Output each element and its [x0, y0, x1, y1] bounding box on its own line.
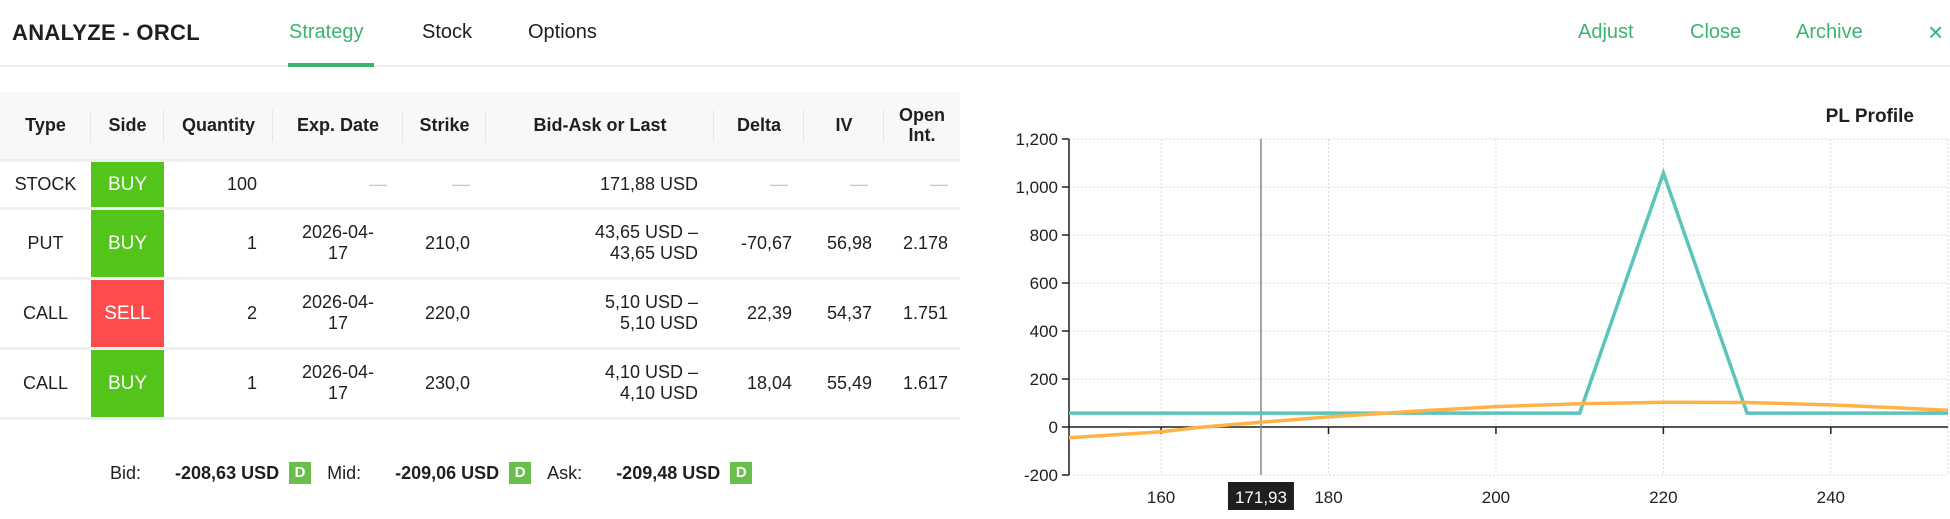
chart-title: PL Profile: [1825, 106, 1914, 127]
col-header-type[interactable]: Type: [0, 92, 91, 160]
cell-iv: 56,98: [826, 232, 872, 253]
cell-price: 171,88 USD: [599, 173, 698, 194]
cell-iv: 54,37: [826, 302, 872, 323]
mid-label: Mid:: [327, 462, 362, 483]
cell-quantity: 2: [246, 302, 257, 323]
cell-quantity: 1: [246, 372, 257, 393]
cell-delta: —: [770, 173, 788, 194]
col-header-iv[interactable]: IV: [804, 92, 884, 160]
col-header-open-int[interactable]: Open Int.: [898, 105, 945, 146]
col-header-exp-date[interactable]: Exp. Date: [273, 92, 403, 160]
page-title: ANALYZE - ORCL: [12, 20, 200, 45]
x-tick-label: 240: [1817, 488, 1845, 507]
cell-open-int: 1.617: [902, 372, 948, 393]
cell-exp-date: 2026-04- 17: [301, 362, 375, 403]
bid-debit-badge: D: [289, 462, 312, 484]
active-tab-indicator: [288, 63, 374, 67]
x-tick-label: 160: [1147, 488, 1175, 507]
ask-debit-badge: D: [730, 462, 753, 484]
col-header-strike[interactable]: Strike: [403, 92, 486, 160]
cell-strike: 210,0: [424, 232, 470, 253]
y-tick-label: 1,000: [1015, 178, 1058, 197]
y-tick-label: 200: [1030, 370, 1058, 389]
side-badge-buy[interactable]: BUY: [91, 348, 164, 418]
tab-options[interactable]: Options: [528, 21, 597, 43]
x-tick-label: 200: [1482, 488, 1510, 507]
cell-open-int: —: [930, 173, 948, 194]
tab-stock[interactable]: Stock: [422, 21, 473, 43]
table-header-row: Type Side Quantity Exp. Date Strike Bid-…: [0, 92, 960, 160]
ask-label: Ask:: [547, 462, 583, 483]
archive-button[interactable]: Archive: [1796, 21, 1863, 43]
col-header-delta[interactable]: Delta: [714, 92, 804, 160]
cell-type: CALL: [22, 372, 69, 393]
bid-value: -208,63 USD: [175, 462, 280, 483]
table-row[interactable]: STOCK BUY 100 — — 171,88 USD — — —: [0, 160, 960, 208]
cell-open-int: 1.751: [902, 302, 948, 323]
pl-today-line: [1068, 400, 1949, 440]
adjust-button[interactable]: Adjust: [1578, 21, 1634, 43]
col-header-quantity[interactable]: Quantity: [164, 92, 273, 160]
table-row[interactable]: CALL BUY 1 2026-04- 17 230,0 4,10 USD –4,…: [0, 348, 960, 418]
strategy-legs-table: Type Side Quantity Exp. Date Strike Bid-…: [0, 92, 960, 420]
col-header-side[interactable]: Side: [91, 92, 164, 160]
pl-profile-chart[interactable]: PL Profile -200 0 200 400 600 800 1,000 1,200 16…: [990, 92, 1950, 514]
cell-open-int: 2.178: [902, 232, 948, 253]
cell-delta: -70,67: [740, 232, 792, 253]
y-tick-label: 800: [1030, 226, 1058, 245]
y-tick-label: 0: [1049, 418, 1058, 437]
cell-quantity: 100: [226, 173, 257, 194]
current-price-label-bg: [1227, 482, 1294, 510]
pl-expiration-line: [1069, 167, 1948, 415]
cell-price: 5,10 USD –5,10 USD: [604, 292, 698, 333]
y-tick-label: 600: [1030, 274, 1058, 293]
cell-delta: 22,39: [746, 302, 792, 323]
header-bar: ANALYZE - ORCL Strategy Stock Options Ad…: [0, 0, 1950, 67]
bid-label: Bid:: [110, 462, 142, 483]
cell-strike: 220,0: [424, 302, 470, 323]
x-tick-label: 180: [1314, 488, 1342, 507]
x-tick-label: 220: [1649, 488, 1677, 507]
y-tick-label: 400: [1030, 322, 1058, 341]
cell-quantity: 1: [246, 232, 257, 253]
mid-value: -209,06 USD: [395, 462, 500, 483]
table-row[interactable]: CALL SELL 2 2026-04- 17 220,0 5,10 USD –5…: [0, 278, 960, 348]
table-row[interactable]: PUT BUY 1 2026-04- 17 210,0 43,65 USD –43…: [0, 208, 960, 278]
cell-strike: —: [452, 173, 470, 194]
mid-debit-badge: D: [509, 462, 532, 484]
cell-type: PUT: [27, 232, 64, 253]
cell-price: 43,65 USD –43,65 USD: [594, 222, 698, 263]
cell-exp-date: 2026-04- 17: [301, 292, 375, 333]
close-icon[interactable]: ×: [1928, 17, 1944, 47]
cell-type: CALL: [22, 302, 69, 323]
close-button[interactable]: Close: [1690, 21, 1742, 43]
side-badge-buy[interactable]: BUY: [91, 160, 164, 208]
price-summary: Bid: -208,63 USD D Mid: -209,06 USD D As…: [110, 462, 768, 484]
ask-value: -209,48 USD: [616, 462, 721, 483]
cell-iv: —: [850, 173, 868, 194]
cell-type: STOCK: [14, 173, 77, 194]
cell-iv: 55,49: [826, 372, 872, 393]
y-tick-label: 1,200: [1015, 130, 1058, 149]
y-tick-label: -200: [1024, 466, 1058, 485]
cell-price: 4,10 USD –4,10 USD: [604, 362, 698, 403]
cell-exp-date: —: [369, 173, 387, 194]
current-price-label: 171,93: [1235, 488, 1287, 507]
cell-delta: 18,04: [746, 372, 792, 393]
cell-exp-date: 2026-04- 17: [301, 222, 375, 263]
col-header-bid-ask[interactable]: Bid-Ask or Last: [486, 92, 714, 160]
tab-strategy[interactable]: Strategy: [289, 21, 364, 43]
pl-chart-canvas[interactable]: -200 0 200 400 600 800 1,000 1,200 160 180 200 220 2…: [990, 92, 1950, 514]
cell-strike: 230,0: [424, 372, 470, 393]
side-badge-buy[interactable]: BUY: [91, 208, 164, 278]
side-badge-sell[interactable]: SELL: [91, 278, 164, 348]
